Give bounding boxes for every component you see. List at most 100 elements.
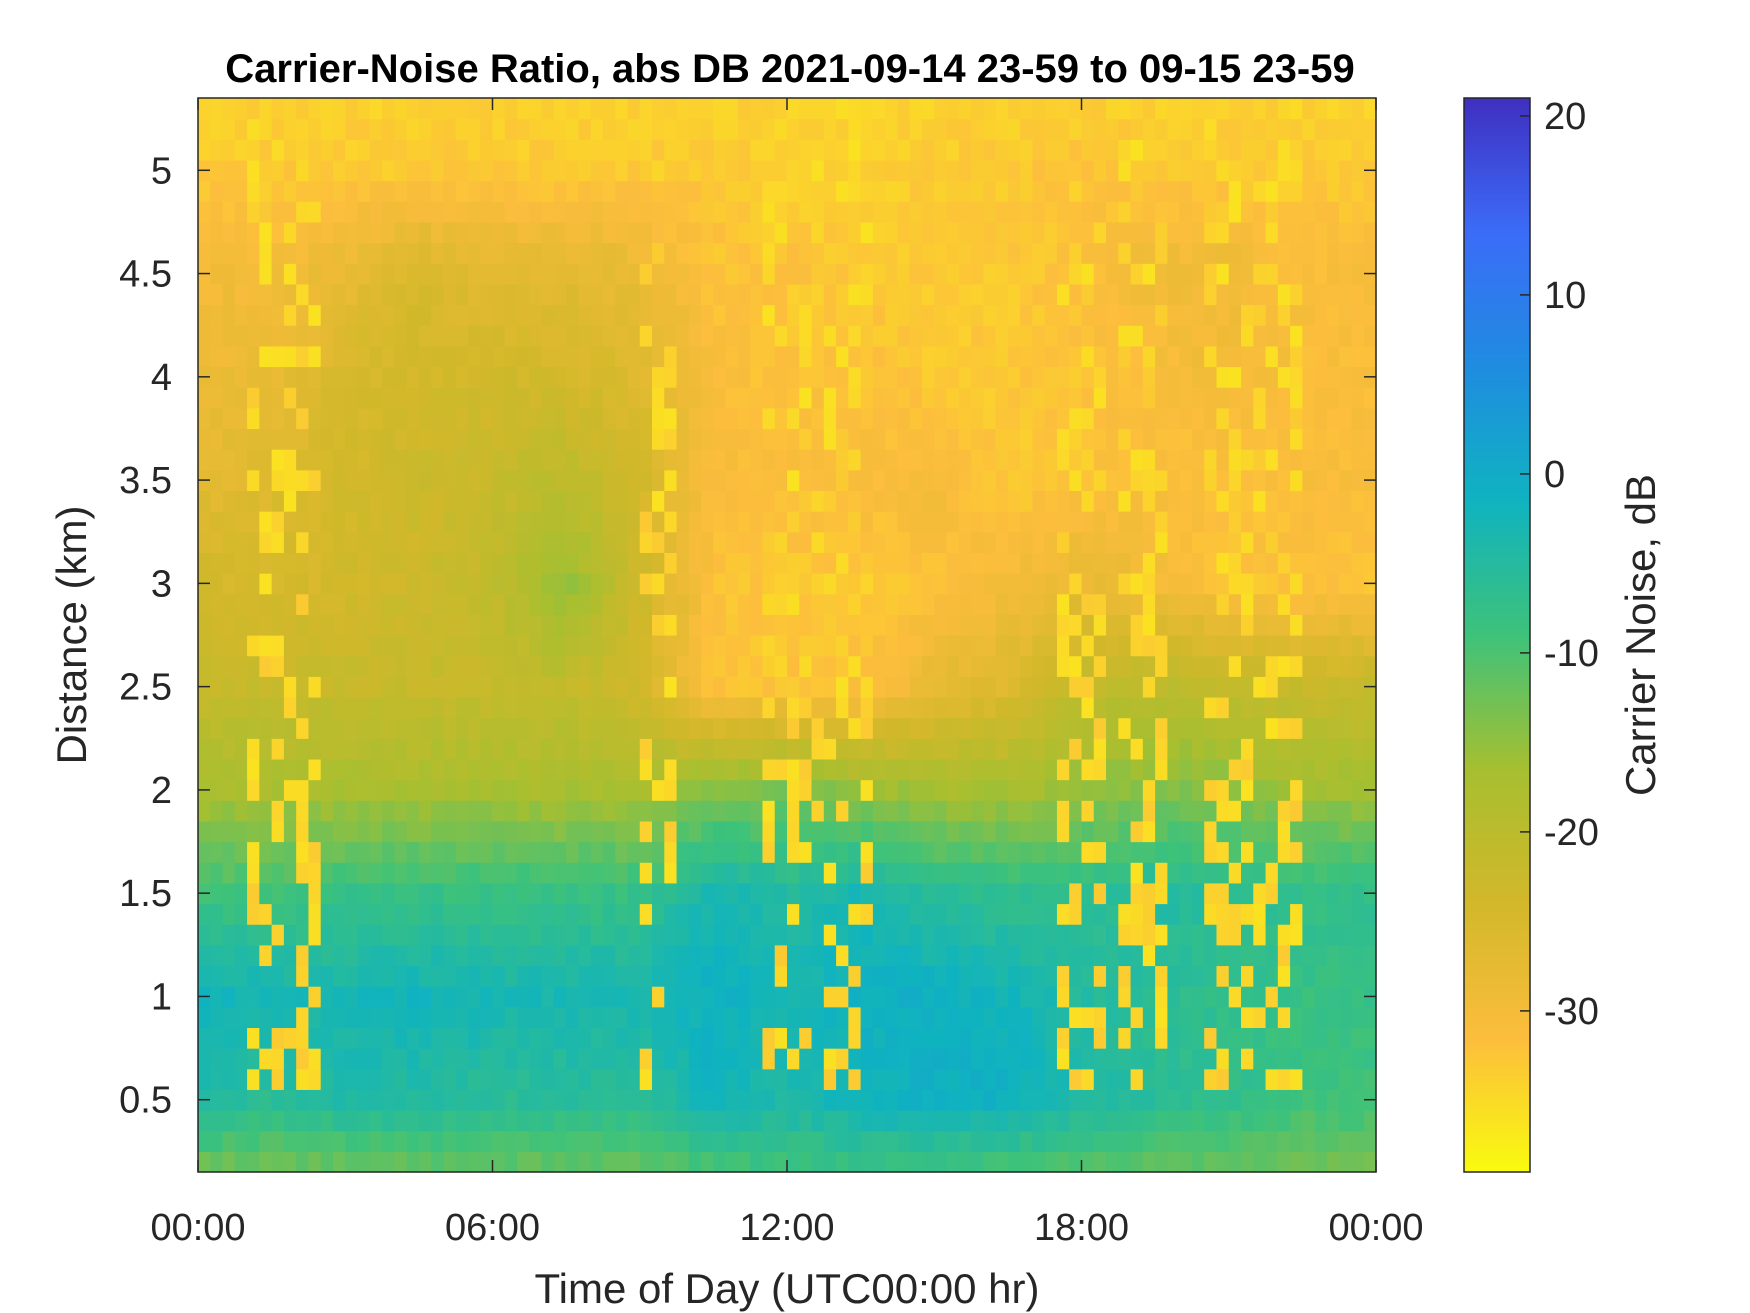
heatmap-cell bbox=[823, 263, 837, 285]
heatmap-cell bbox=[418, 820, 432, 843]
heatmap-cell bbox=[639, 1048, 653, 1070]
heatmap-cell bbox=[1142, 366, 1156, 388]
heatmap-cell bbox=[198, 696, 211, 719]
heatmap-cell bbox=[627, 1068, 641, 1090]
heatmap-cell bbox=[958, 924, 972, 946]
heatmap-cell bbox=[455, 862, 469, 884]
heatmap-cell bbox=[443, 882, 457, 905]
heatmap-cell bbox=[455, 201, 469, 223]
heatmap-cell bbox=[848, 490, 862, 512]
heatmap-cell bbox=[688, 635, 702, 657]
heatmap-cell bbox=[639, 614, 653, 636]
heatmap-cell bbox=[541, 325, 555, 347]
heatmap-cell bbox=[701, 924, 714, 946]
heatmap-cell bbox=[1241, 139, 1254, 161]
heatmap-cell bbox=[1302, 221, 1316, 244]
heatmap-cell bbox=[762, 221, 776, 244]
heatmap-cell bbox=[529, 366, 543, 388]
heatmap-cell bbox=[247, 635, 260, 657]
heatmap-cell bbox=[713, 98, 727, 120]
heatmap-cell bbox=[406, 552, 420, 574]
heatmap-cell bbox=[652, 449, 665, 471]
heatmap-cell bbox=[1277, 428, 1291, 450]
heatmap-cell bbox=[762, 511, 776, 533]
heatmap-cell bbox=[909, 1151, 923, 1173]
heatmap-cell bbox=[590, 635, 604, 657]
heatmap-cell bbox=[296, 180, 310, 202]
heatmap-cell bbox=[1020, 614, 1034, 636]
heatmap-cell bbox=[995, 1130, 1009, 1152]
heatmap-cell bbox=[553, 1027, 567, 1049]
heatmap-cell bbox=[504, 944, 518, 967]
heatmap-cell bbox=[418, 387, 432, 409]
heatmap-cell bbox=[369, 469, 383, 492]
heatmap-cell bbox=[737, 469, 751, 492]
heatmap-cell bbox=[676, 118, 690, 140]
heatmap-cell bbox=[909, 407, 923, 430]
heatmap-cell bbox=[1204, 159, 1218, 182]
heatmap-cell bbox=[615, 490, 629, 512]
heatmap-cell bbox=[958, 469, 972, 492]
heatmap-cell bbox=[860, 428, 874, 450]
heatmap-cell bbox=[737, 511, 751, 533]
heatmap-cell bbox=[332, 221, 346, 244]
heatmap-cell bbox=[259, 1089, 273, 1111]
heatmap-cell bbox=[222, 531, 236, 553]
heatmap-cell bbox=[1191, 139, 1205, 161]
heatmap-cell bbox=[1265, 387, 1279, 409]
heatmap-cell bbox=[357, 139, 371, 161]
heatmap-cell bbox=[198, 1110, 211, 1132]
heatmap-cell bbox=[455, 800, 469, 822]
heatmap-cell bbox=[1290, 552, 1303, 574]
heatmap-cell bbox=[737, 635, 751, 657]
heatmap-cell bbox=[1093, 1151, 1107, 1173]
heatmap-cell bbox=[480, 1006, 494, 1029]
heatmap-cell bbox=[234, 283, 248, 306]
heatmap-cell bbox=[553, 1151, 567, 1173]
heatmap-cell bbox=[1277, 676, 1291, 698]
heatmap-cell bbox=[553, 98, 567, 120]
heatmap-cell bbox=[1130, 1130, 1144, 1152]
heatmap-cell bbox=[308, 820, 322, 843]
heatmap-cell bbox=[320, 924, 334, 946]
heatmap-cell bbox=[467, 118, 481, 140]
heatmap-cell bbox=[725, 180, 739, 202]
heatmap-cell bbox=[1302, 1089, 1316, 1111]
heatmap-cell bbox=[1007, 407, 1021, 430]
heatmap-cell bbox=[566, 635, 579, 657]
heatmap-cell bbox=[1363, 820, 1377, 843]
heatmap-cell bbox=[934, 1006, 948, 1029]
heatmap-cell bbox=[1339, 283, 1353, 306]
heatmap-cell bbox=[897, 696, 911, 719]
heatmap-cell bbox=[1093, 986, 1107, 1008]
heatmap-cell bbox=[1167, 903, 1181, 925]
heatmap-cell bbox=[1130, 1027, 1144, 1049]
heatmap-cell bbox=[995, 221, 1009, 244]
heatmap-cell bbox=[1007, 428, 1021, 450]
heatmap-cell bbox=[222, 221, 236, 244]
heatmap-cell bbox=[713, 139, 727, 161]
heatmap-cell bbox=[713, 924, 727, 946]
heatmap-cell bbox=[627, 882, 641, 905]
heatmap-cell bbox=[1290, 944, 1303, 967]
heatmap-cell bbox=[198, 655, 211, 677]
heatmap-cell bbox=[492, 820, 506, 843]
heatmap-cell bbox=[1302, 1006, 1316, 1029]
heatmap-cell bbox=[1363, 98, 1377, 120]
heatmap-cell bbox=[1106, 1006, 1119, 1029]
heatmap-cell bbox=[541, 201, 555, 223]
heatmap-cell bbox=[676, 924, 690, 946]
heatmap-cell bbox=[431, 345, 445, 368]
heatmap-cell bbox=[578, 387, 592, 409]
heatmap-cell bbox=[1130, 428, 1144, 450]
heatmap-cell bbox=[1265, 696, 1279, 719]
heatmap-cell bbox=[259, 738, 273, 760]
heatmap-cell bbox=[1253, 965, 1267, 987]
heatmap-cell bbox=[995, 242, 1009, 264]
heatmap-cell bbox=[1056, 1130, 1070, 1152]
heatmap-cell bbox=[983, 180, 997, 202]
heatmap-cell bbox=[480, 573, 494, 595]
heatmap-cell bbox=[1241, 387, 1254, 409]
heatmap-cell bbox=[1351, 490, 1365, 512]
heatmap-cell bbox=[210, 1068, 224, 1090]
